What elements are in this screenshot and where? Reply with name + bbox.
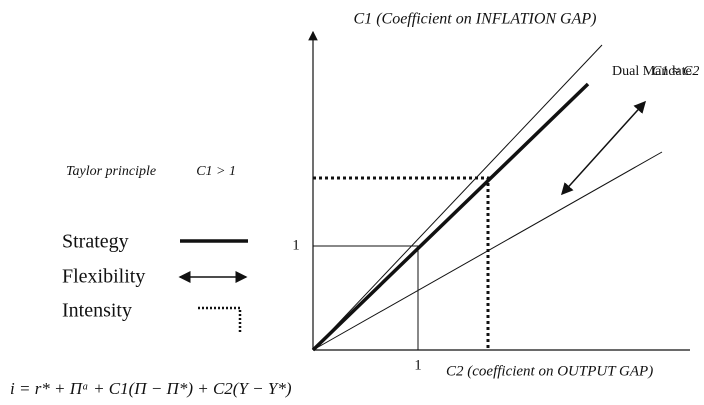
- legend-label: Flexibility: [62, 266, 145, 288]
- x-axis-label: C2 (coefficient on OUTPUT GAP): [446, 363, 653, 379]
- taylor-label: Taylor principle: [66, 164, 156, 179]
- legend-label: Strategy: [62, 231, 129, 253]
- formula: i = r* + Πᵃ + C1(Π − Π*) + C2(Y − Y*): [10, 379, 292, 398]
- unit-guide: [313, 245, 419, 350]
- flexibility-arrow: [560, 100, 647, 196]
- taylor-condition: C1 > 1: [196, 164, 236, 179]
- legend-intensity-swatch: [198, 306, 242, 332]
- legend-label: Intensity: [62, 300, 132, 322]
- intensity-guide: [313, 176, 490, 350]
- dual-mandate-label: Dual Mandate: [612, 64, 692, 79]
- dual-mandate-condition: C1 ≈ C2: [652, 64, 699, 79]
- y-axis-label: C1 (Coefficient on INFLATION GAP): [354, 11, 597, 28]
- upper-bound-line: [312, 44, 603, 351]
- x-tick-label: 1: [414, 357, 422, 373]
- strategy-line: [311, 82, 590, 352]
- y-tick-label: 1: [292, 237, 300, 253]
